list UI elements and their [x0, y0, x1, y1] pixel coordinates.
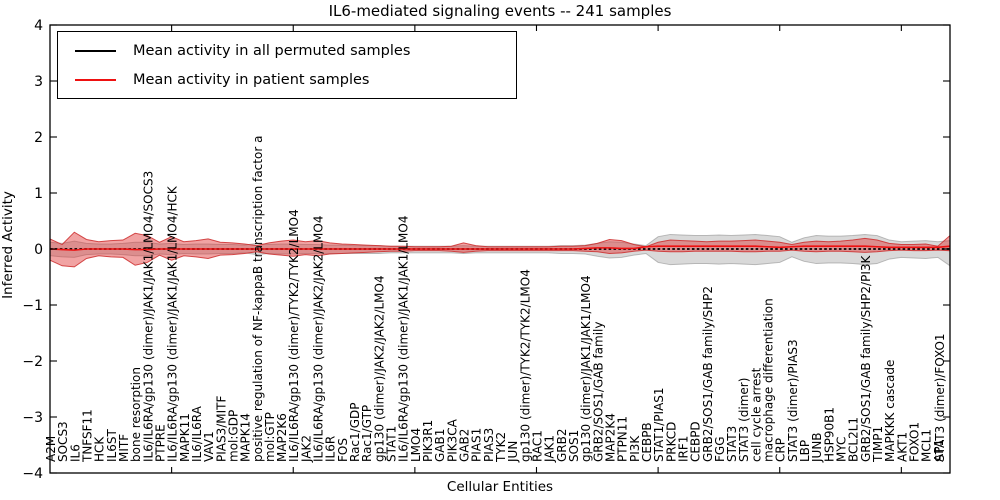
y-tick-label: −2 [22, 354, 43, 370]
x-tick-label: PIAS1 [470, 428, 484, 462]
x-tick-label: BCL2L1 [847, 417, 861, 462]
x-tick-label: STAT3 [725, 426, 739, 462]
x-tick-label: FGG [713, 437, 727, 463]
x-tick-label: Rac1/GTP [360, 405, 374, 462]
x-tick-label: PIAS3/MITF [214, 395, 228, 462]
x-tick-label: macrophage differentiation [762, 298, 776, 462]
x-tick-label: MAPK11 [178, 413, 192, 462]
y-tick-label: 3 [34, 74, 43, 90]
x-tick-label: PIK3R1 [421, 420, 435, 462]
x-tick-label: STAT3 (dimer)/PIAS3 [786, 339, 800, 462]
y-tick-label: −3 [22, 410, 43, 426]
x-tick-label: STAT3 (dimer) [737, 378, 751, 462]
legend-row-permuted: Mean activity in all permuted samples [58, 36, 516, 65]
x-tick-label: TIMP1 [871, 426, 885, 463]
x-tick-label: mol:GDP [226, 410, 240, 462]
x-tick-label: IL6/IL6RA/gp130 (dimer)/TYK2/TYK2/LMO4 [287, 209, 301, 462]
x-tick-label: JUN [506, 441, 520, 463]
x-tick-label: JAK2 [299, 435, 313, 463]
x-tick-label: IL6/IL6RA/gp130 (dimer)/JAK1/JAK1/LMO4 [397, 216, 411, 462]
x-tick-label: CRP [774, 438, 788, 462]
y-axis-title: Inferred Activity [0, 191, 16, 299]
x-tick-label: PTPRE [153, 424, 167, 462]
x-tick-label: VAV1 [202, 431, 216, 462]
x-tick-label: MAPK14 [239, 413, 253, 462]
x-tick-label: TNFSF11 [80, 409, 94, 463]
x-tick-label: gp130 (dimer)/TYK2/TYK2/LMO4 [518, 269, 532, 462]
x-tick-label: GAB2 [458, 429, 472, 462]
x-tick-label: GRB2/SOS1/GAB family/SHP2/PI3K [859, 254, 873, 462]
x-tick-label: MAP2K6 [275, 413, 289, 462]
x-tick-label: IL6/IL6RA/gp130 (dimer)/JAK1/JAK1/LMO4/S… [141, 171, 155, 462]
x-tick-label: IL6/IL6RA [190, 405, 204, 462]
x-tick-label: TYK2 [494, 432, 508, 463]
x-tick-label: MAPKKK cascade [883, 360, 897, 462]
x-tick-label: HCK [93, 436, 107, 462]
x-tick-label: gp130 (dimer)/JAK2/JAK2/LMO4 [372, 275, 386, 462]
x-tick-label: cell cycle arrest [749, 367, 763, 462]
legend: Mean activity in all permuted samples Me… [57, 31, 517, 99]
legend-label-patient: Mean activity in patient samples [133, 71, 370, 88]
x-tick-label: LMO4 [409, 428, 423, 462]
legend-label-permuted: Mean activity in all permuted samples [133, 42, 411, 59]
y-tick-label: 4 [34, 18, 43, 34]
x-tick-label: IL6/IL6RA/gp130 (dimer)/JAK1/JAK1/LMO4/H… [166, 185, 180, 462]
x-tick-label: PIK3CA [445, 418, 459, 462]
x-tick-label: MYC [835, 437, 849, 462]
x-tick-label: MITF [117, 434, 131, 462]
x-tick-label: PTPN11 [616, 416, 630, 462]
y-tick-label: 1 [34, 186, 43, 202]
x-tick-label: bone resorption [129, 367, 143, 462]
y-tick-label: −1 [22, 298, 43, 314]
x-tick-label: MAP2K4 [603, 413, 617, 462]
x-tick-label: SOCS3 [56, 421, 70, 462]
x-tick-label: LBP [798, 440, 812, 462]
x-tick-label: HSP90B1 [822, 407, 836, 462]
x-tick-label: mol:GTP [263, 412, 277, 462]
x-tick-label: PI3K [628, 435, 642, 462]
x-axis-title: Cellular Entities [446, 479, 554, 495]
x-tick-label: IL6/IL6RA/gp130 (dimer)/JAK2/JAK2/LMO4 [312, 216, 326, 462]
x-tick-label: RAC1 [530, 430, 544, 462]
x-tick-label: AP1 [932, 439, 946, 462]
x-tick-label: IL6R [324, 436, 338, 462]
x-tick-label: IRF1 [676, 436, 690, 462]
x-tick-label: IL6ST [105, 429, 119, 462]
x-tick-label: JUNB [810, 432, 824, 463]
x-tick-label: CEBPD [689, 421, 703, 462]
x-tick-label: PRKCD [664, 422, 678, 462]
y-tick-label: 0 [34, 242, 43, 258]
x-tick-label: CEBPB [640, 422, 654, 462]
x-tick-label: GRB2/SOS1/GAB family [591, 322, 605, 463]
x-tick-label: MCL1 [920, 429, 934, 462]
x-tick-label: FOS [336, 438, 350, 462]
x-tick-label: Rac1/GDP [348, 403, 362, 462]
legend-line-sample-black [75, 49, 116, 52]
x-tick-label: AKT1 [895, 432, 909, 462]
chart-title: IL6-mediated signaling events -- 241 sam… [328, 2, 672, 20]
x-tick-label: FOXO1 [908, 422, 922, 462]
x-tick-label: positive regulation of NF-kappaB transcr… [251, 136, 265, 462]
x-tick-label: STAT3 (dimer)/FOXO1 [933, 333, 947, 462]
x-tick-label: IL6 [68, 444, 82, 462]
x-tick-label: SOS1 [567, 430, 581, 462]
x-tick-label: gp130 (dimer)/JAK1/JAK1/LMO4 [579, 275, 593, 462]
x-tick-label: PIAS3 [482, 428, 496, 462]
x-tick-label: JAK1 [543, 435, 557, 463]
y-tick-label: −4 [22, 466, 43, 482]
x-tick-label: GRB2/SOS1/GAB family/SHP2 [701, 286, 715, 462]
legend-line-sample-red [75, 78, 116, 81]
x-tick-label: GAB1 [433, 429, 447, 462]
x-tick-label: A2M [44, 436, 58, 462]
y-tick-label: 2 [34, 130, 43, 146]
patient-mean [49, 245, 951, 251]
legend-row-patient: Mean activity in patient samples [58, 65, 516, 94]
x-tick-label: GRB2 [555, 428, 569, 462]
x-tick-label: STAT1 [385, 426, 399, 462]
x-tick-label: STAT1/PIAS1 [652, 387, 666, 462]
